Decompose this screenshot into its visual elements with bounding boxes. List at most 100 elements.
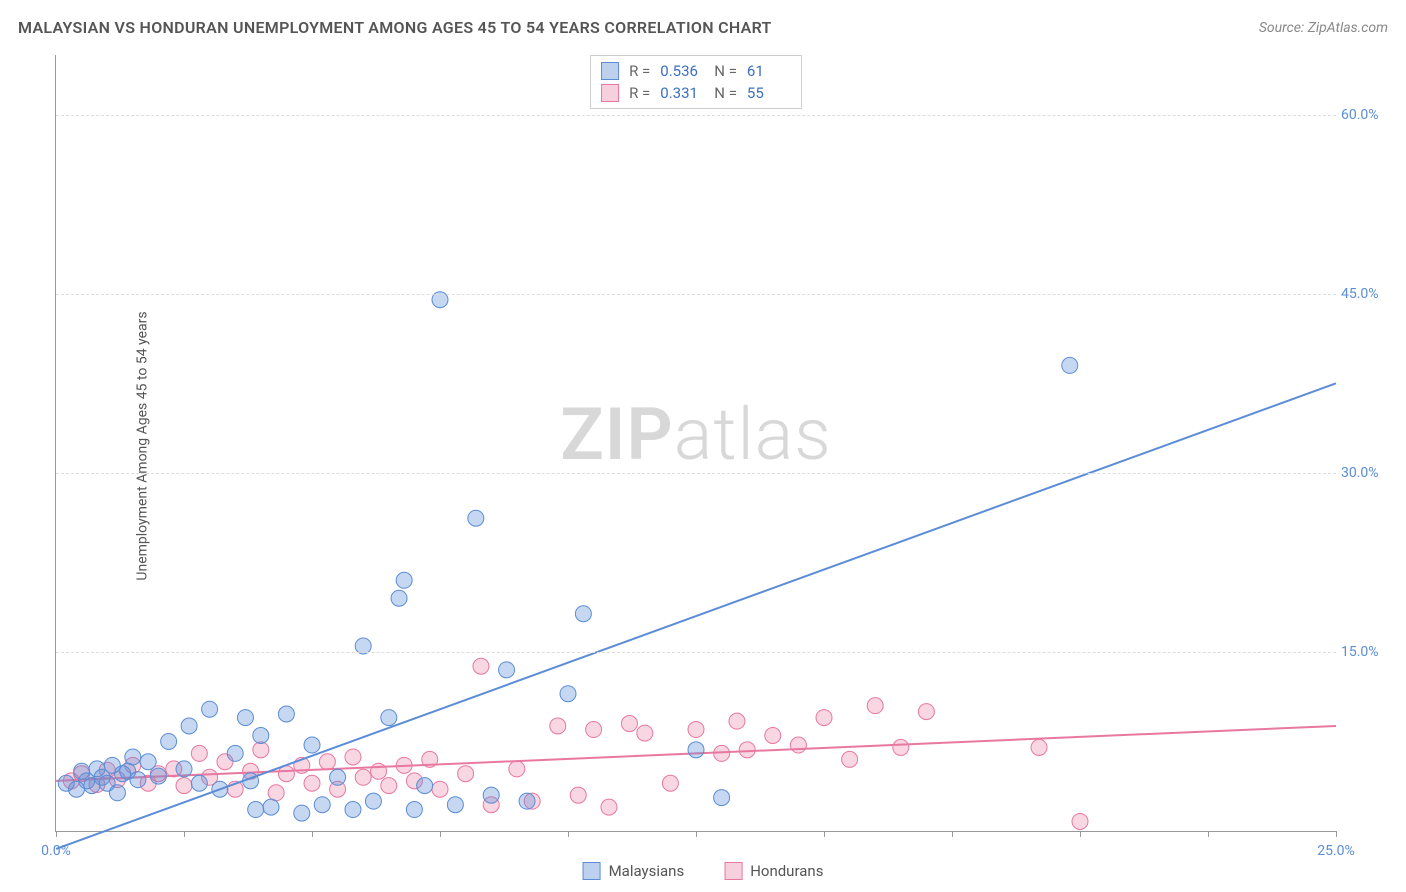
- plot-area: ZIPatlas R = 0.536 N = 61 R = 0.331 N = …: [55, 55, 1336, 832]
- data-point: [473, 658, 489, 674]
- data-point: [191, 745, 207, 761]
- data-point: [150, 768, 166, 784]
- data-point: [253, 742, 269, 758]
- data-point: [304, 775, 320, 791]
- x-tick: [696, 831, 697, 837]
- data-point: [621, 716, 637, 732]
- data-point: [790, 737, 806, 753]
- data-point: [519, 793, 535, 809]
- n-value-hondurans: 55: [747, 84, 791, 102]
- data-point: [1062, 357, 1078, 373]
- data-point: [688, 722, 704, 738]
- data-point: [176, 761, 192, 777]
- data-point: [739, 742, 755, 758]
- data-point: [365, 793, 381, 809]
- x-tick: [824, 831, 825, 837]
- legend-label-hondurans: Hondurans: [750, 862, 823, 880]
- y-tick-label: 45.0%: [1341, 286, 1396, 302]
- x-tick: [1336, 831, 1337, 837]
- x-tick-label: 0.0%: [41, 843, 71, 859]
- regression-line: [56, 383, 1336, 849]
- data-point: [1072, 813, 1088, 829]
- data-point: [468, 510, 484, 526]
- source-attribution: Source: ZipAtlas.com: [1259, 20, 1388, 36]
- legend-item-malaysians: Malaysians: [583, 862, 685, 880]
- data-point: [237, 710, 253, 726]
- data-point: [499, 662, 515, 678]
- data-point: [1031, 739, 1047, 755]
- data-point: [458, 766, 474, 782]
- data-point: [816, 710, 832, 726]
- data-point: [319, 754, 335, 770]
- title-bar: MALAYSIAN VS HONDURAN UNEMPLOYMENT AMONG…: [18, 18, 1388, 37]
- data-point: [278, 706, 294, 722]
- y-tick-label: 30.0%: [1341, 465, 1396, 481]
- data-point: [432, 781, 448, 797]
- x-tick: [1080, 831, 1081, 837]
- data-point: [729, 713, 745, 729]
- data-point: [447, 797, 463, 813]
- data-point: [304, 737, 320, 753]
- r-value-malaysians: 0.536: [660, 62, 704, 80]
- data-point: [294, 805, 310, 821]
- n-value-malaysians: 61: [747, 62, 791, 80]
- data-point: [662, 775, 678, 791]
- data-point: [248, 802, 264, 818]
- data-point: [637, 725, 653, 741]
- data-point: [575, 606, 591, 622]
- data-point: [263, 799, 279, 815]
- legend-item-hondurans: Hondurans: [724, 862, 823, 880]
- chart-title: MALAYSIAN VS HONDURAN UNEMPLOYMENT AMONG…: [18, 18, 772, 37]
- data-point: [483, 787, 499, 803]
- data-point: [417, 778, 433, 794]
- data-point: [586, 722, 602, 738]
- legend: Malaysians Hondurans: [583, 862, 824, 880]
- legend-swatch-pink-icon: [724, 862, 742, 880]
- x-tick-label: 25.0%: [1317, 843, 1355, 859]
- data-point: [125, 749, 141, 765]
- data-point: [176, 778, 192, 794]
- grid-line: [56, 473, 1336, 474]
- data-point: [406, 802, 422, 818]
- data-point: [381, 710, 397, 726]
- r-label-2: R =: [629, 84, 650, 102]
- x-tick: [312, 831, 313, 837]
- data-point: [570, 787, 586, 803]
- n-label: N =: [714, 62, 737, 80]
- swatch-blue-icon: [601, 62, 619, 80]
- data-point: [227, 745, 243, 761]
- data-point: [161, 733, 177, 749]
- data-point: [355, 769, 371, 785]
- data-point: [371, 763, 387, 779]
- legend-swatch-blue-icon: [583, 862, 601, 880]
- data-point: [268, 785, 284, 801]
- data-point: [330, 769, 346, 785]
- r-value-hondurans: 0.331: [660, 84, 704, 102]
- n-label-2: N =: [714, 84, 737, 102]
- legend-label-malaysians: Malaysians: [609, 862, 685, 880]
- data-point: [688, 742, 704, 758]
- chart-container: MALAYSIAN VS HONDURAN UNEMPLOYMENT AMONG…: [0, 0, 1406, 892]
- grid-line: [56, 115, 1336, 116]
- data-point: [893, 739, 909, 755]
- y-tick-label: 60.0%: [1341, 107, 1396, 123]
- data-point: [202, 701, 218, 717]
- r-label: R =: [629, 62, 650, 80]
- y-tick-label: 15.0%: [1341, 644, 1396, 660]
- x-tick: [184, 831, 185, 837]
- data-point: [867, 698, 883, 714]
- data-point: [140, 754, 156, 770]
- data-point: [381, 778, 397, 794]
- data-point: [918, 704, 934, 720]
- data-point: [560, 686, 576, 702]
- x-tick: [56, 831, 57, 837]
- stats-row-hondurans: R = 0.331 N = 55: [601, 82, 791, 104]
- x-tick: [440, 831, 441, 837]
- x-tick: [568, 831, 569, 837]
- data-point: [391, 590, 407, 606]
- stats-box: R = 0.536 N = 61 R = 0.331 N = 55: [590, 55, 802, 109]
- data-point: [601, 799, 617, 815]
- data-point: [842, 751, 858, 767]
- data-point: [130, 772, 146, 788]
- data-point: [550, 718, 566, 734]
